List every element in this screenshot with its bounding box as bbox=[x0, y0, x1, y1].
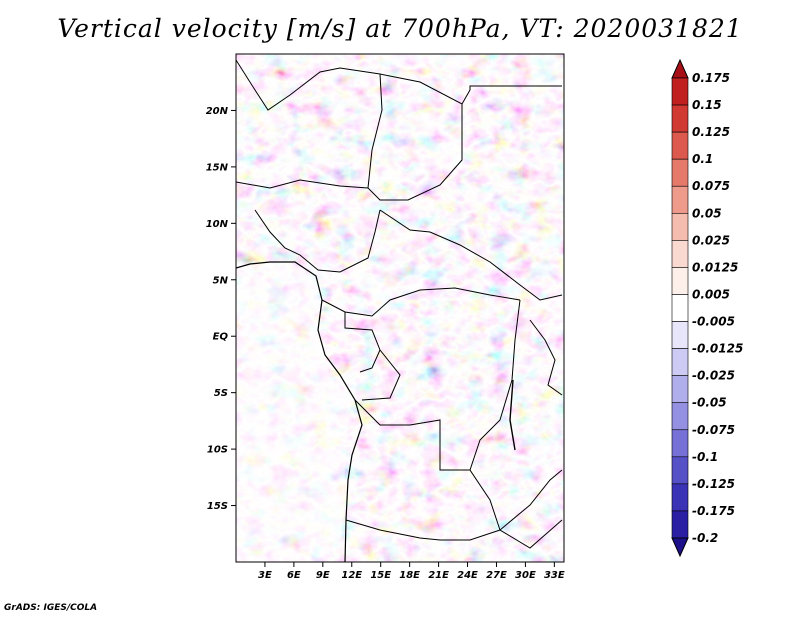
colorbar-label: -0.175 bbox=[692, 504, 735, 518]
chart-title: Vertical velocity [m/s] at 700hPa, VT: 2… bbox=[57, 14, 743, 43]
coastline-west bbox=[236, 261, 363, 562]
colorbar-label: 0.05 bbox=[692, 206, 722, 220]
colorbar: 0.175 0.15 0.125 0.1 0.075 0.05 0.025 0.0125 0.0… bbox=[671, 58, 743, 558]
colorbar-label: 0.1 bbox=[692, 152, 713, 166]
colorbar-label: 0.125 bbox=[692, 125, 730, 139]
grads-credit: GrADS: IGES/COLA bbox=[4, 603, 98, 613]
colorbar-label: 0.025 bbox=[692, 233, 730, 247]
map-frame bbox=[235, 53, 565, 563]
colorbar-cell bbox=[671, 375, 689, 404]
colorbar-label: 0.175 bbox=[692, 71, 730, 85]
colorbar-label: -0.1 bbox=[692, 450, 718, 464]
lat-label: 10N bbox=[206, 219, 229, 230]
border-zambia bbox=[499, 469, 563, 531]
colorbar-label: 0.0125 bbox=[692, 260, 738, 274]
colorbar-label: 0.075 bbox=[692, 179, 730, 193]
lat-label: 5S bbox=[214, 388, 228, 399]
colorbar-cell bbox=[671, 402, 689, 431]
colorbar-cell bbox=[671, 104, 689, 133]
lat-label: 20N bbox=[206, 106, 229, 117]
border-drc-east bbox=[469, 299, 563, 549]
colorbar-cell bbox=[671, 185, 689, 214]
colorbar-cell bbox=[671, 267, 689, 295]
colorbar-cell bbox=[671, 483, 689, 512]
colorbar-label: -0.005 bbox=[692, 315, 735, 329]
colorbar-cell bbox=[671, 348, 689, 376]
lat-label: EQ bbox=[213, 332, 229, 343]
lon-label: 21E bbox=[428, 570, 449, 581]
colorbar-labels: 0.175 0.15 0.125 0.1 0.075 0.05 0.025 0.0125 0.0… bbox=[692, 71, 743, 545]
lon-label: 30E bbox=[515, 570, 536, 581]
border-chad bbox=[367, 73, 463, 201]
velocity-field bbox=[236, 54, 564, 562]
colorbar-min-triangle bbox=[671, 537, 689, 558]
lon-label: 6E bbox=[287, 570, 301, 581]
border-niger bbox=[236, 179, 369, 189]
country-borders bbox=[236, 59, 563, 562]
colorbar-cell bbox=[671, 510, 689, 539]
lon-label: 3E bbox=[258, 570, 272, 581]
lake-victoria bbox=[529, 319, 563, 396]
lat-label: 10S bbox=[207, 445, 228, 456]
border-north bbox=[236, 59, 562, 111]
lake-tanganyika bbox=[509, 379, 516, 451]
lon-label: 18E bbox=[399, 570, 420, 581]
lon-label: 15E bbox=[370, 570, 391, 581]
border-sudan-car bbox=[379, 209, 563, 301]
colorbar-max-triangle bbox=[671, 58, 689, 79]
colorbar-label: 0.15 bbox=[692, 98, 722, 112]
border-car-congo bbox=[321, 287, 521, 317]
border-angola-south bbox=[345, 519, 501, 541]
colorbar-label: -0.075 bbox=[692, 423, 735, 437]
lon-label: 33E bbox=[544, 570, 565, 581]
colorbar-label: -0.125 bbox=[692, 477, 735, 491]
colorbar-cell bbox=[671, 294, 689, 322]
colorbar-cells bbox=[671, 58, 689, 558]
colorbar-cell bbox=[671, 158, 689, 187]
colorbar-cell bbox=[671, 240, 689, 268]
lat-label: 15S bbox=[207, 501, 228, 512]
border-angola-north bbox=[354, 399, 470, 471]
colorbar-cell bbox=[671, 77, 689, 106]
lon-label: 24E bbox=[457, 570, 478, 581]
colorbar-cell bbox=[671, 212, 689, 241]
lon-label: 9E bbox=[316, 570, 330, 581]
latitude-axis: 20N 15N 10N 5N EQ 5S 10S 15S bbox=[206, 106, 236, 512]
lon-label: 12E bbox=[341, 570, 362, 581]
colorbar-cell bbox=[671, 429, 689, 458]
colorbar-label: 0.005 bbox=[692, 287, 730, 301]
lat-label: 15N bbox=[206, 162, 229, 173]
colorbar-cell bbox=[671, 456, 689, 485]
velocity-shading bbox=[236, 54, 564, 562]
border-gabon bbox=[344, 312, 381, 373]
lat-label: 5N bbox=[213, 275, 229, 286]
longitude-axis: 3E 6E 9E 12E 15E 18E 21E 24E 27E 30E 33E bbox=[258, 562, 565, 581]
lon-label: 27E bbox=[486, 570, 507, 581]
border-nigeria bbox=[254, 209, 381, 273]
colorbar-label: -0.2 bbox=[692, 531, 718, 545]
colorbar-cell bbox=[671, 321, 689, 349]
colorbar-cell bbox=[671, 131, 689, 160]
ocean-region bbox=[236, 262, 350, 562]
border-congo bbox=[361, 349, 401, 401]
colorbar-label: -0.025 bbox=[692, 369, 735, 383]
colorbar-label: -0.0125 bbox=[692, 342, 743, 356]
colorbar-label: -0.05 bbox=[692, 396, 727, 410]
